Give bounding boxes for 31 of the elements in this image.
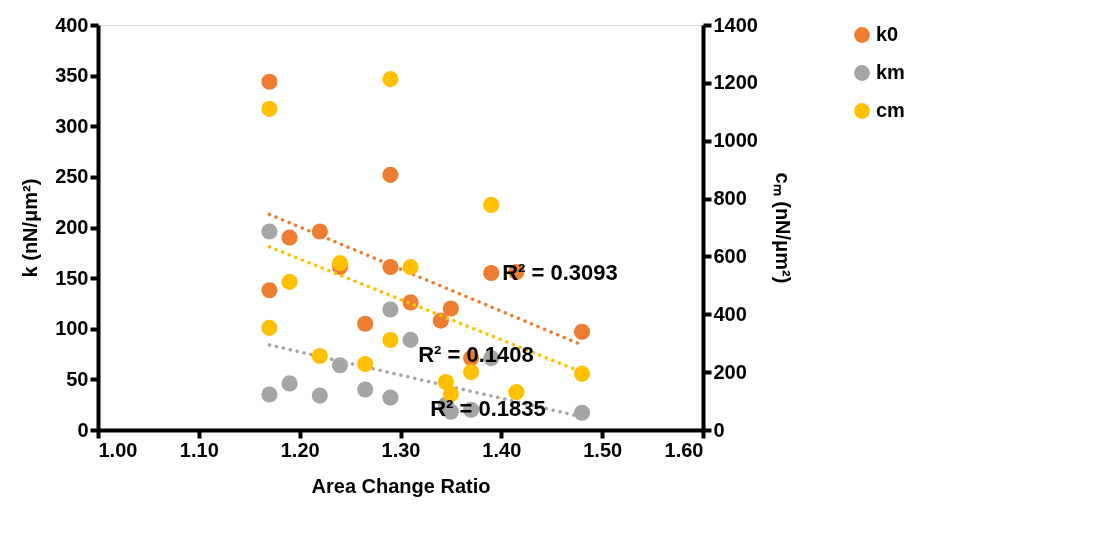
x-tick-label: 1.50 <box>583 438 623 461</box>
y-tick-label: 150 <box>55 266 89 289</box>
y2-tick-label: 1200 <box>713 71 758 94</box>
x-tick-label: 1.30 <box>381 438 421 461</box>
x-tick-label: 1.60 <box>664 438 704 461</box>
x-tick-label: 1.00 <box>98 438 138 461</box>
y-tick-label: 100 <box>55 317 89 340</box>
y-axis-title: k (nN/μm²) <box>19 178 42 278</box>
y-tick-label: 0 <box>77 418 89 441</box>
y2-tick-label: 200 <box>713 360 747 383</box>
x-tick-label: 1.10 <box>179 438 219 461</box>
x-tick-label: 1.40 <box>482 438 522 461</box>
y2-tick-label: 0 <box>713 418 725 441</box>
y2-tick-label: 1400 <box>713 13 758 36</box>
x-axis-title: Area Change Ratio <box>311 474 491 497</box>
legend-label: cm <box>876 99 905 121</box>
y2-tick-label: 600 <box>713 244 747 267</box>
y2-tick-label: 1000 <box>713 129 758 152</box>
y2-tick-label: 400 <box>713 302 747 325</box>
annotation: R² = 0.1835 <box>430 396 546 421</box>
y-tick-label: 250 <box>55 165 89 188</box>
y-tick-label: 400 <box>55 13 89 36</box>
x-tick-label: 1.20 <box>280 438 320 461</box>
y-tick-label: 50 <box>66 367 89 390</box>
legend-label: km <box>876 61 905 83</box>
legend-label: k0 <box>876 23 899 45</box>
y2-axis-title: cₘ (nN/μm²) <box>771 172 794 284</box>
y-tick-label: 350 <box>55 64 89 87</box>
y-tick-label: 300 <box>55 114 89 137</box>
y-tick-label: 200 <box>55 216 89 238</box>
y2-tick-label: 800 <box>713 187 747 210</box>
